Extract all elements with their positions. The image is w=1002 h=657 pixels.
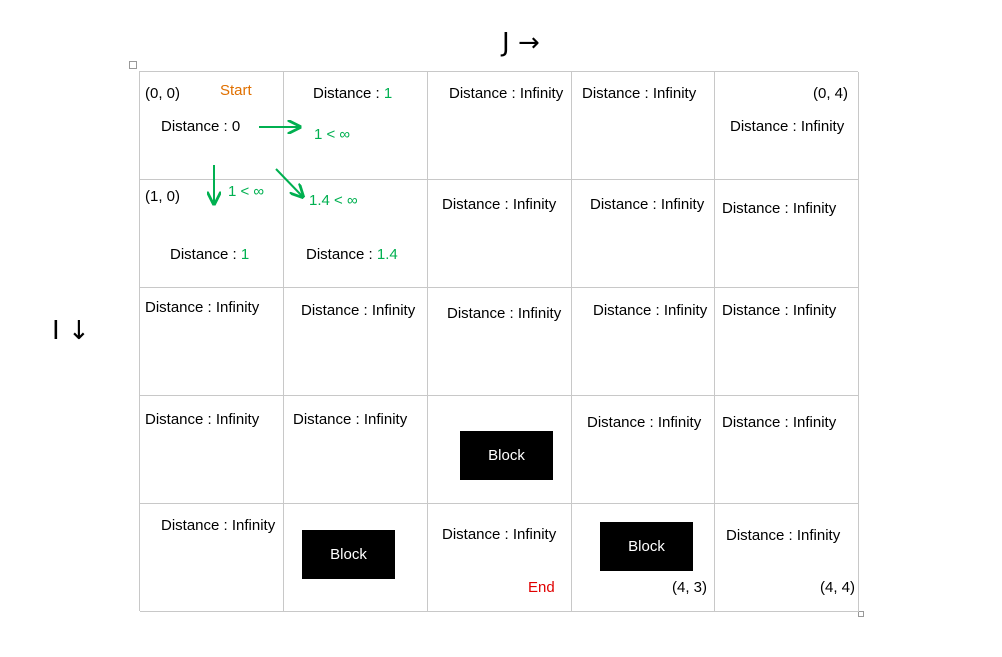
cell-2-2: Distance : Infinity	[428, 288, 572, 396]
compare-label: 1 < ∞	[228, 183, 265, 200]
distance-label: Distance : Infinity	[722, 200, 837, 217]
right-arrow-icon: →	[517, 28, 540, 58]
cell-1-3: Distance : Infinity	[572, 180, 715, 288]
distance-label: Distance : Infinity	[442, 526, 557, 543]
distance-label: Distance : 1	[170, 247, 249, 262]
cell-1-4: Distance : Infinity	[715, 180, 859, 288]
cell-2-4: Distance : Infinity	[715, 288, 859, 396]
distance-label: Distance : Infinity	[447, 305, 562, 322]
distance-label: Distance : Infinity	[161, 517, 276, 534]
coord-label: (0, 4)	[813, 85, 849, 102]
distance-label: Distance : Infinity	[582, 85, 697, 102]
cell-4-4: Distance : Infinity (4, 4)	[715, 504, 859, 612]
j-axis-letter: J	[502, 28, 510, 58]
distance-prefix: Distance :	[313, 85, 384, 102]
distance-label: Distance : Infinity	[449, 85, 564, 102]
distance-prefix: Distance :	[170, 246, 241, 263]
cell-3-3: Distance : Infinity	[572, 396, 715, 504]
table-move-handle-icon[interactable]	[129, 61, 137, 69]
distance-label: Distance : Infinity	[730, 118, 845, 135]
cell-1-1: 1.4 < ∞ Distance : 1.4	[284, 180, 428, 288]
cell-4-1: Block	[284, 504, 428, 612]
i-axis-letter: I	[52, 316, 60, 346]
cell-1-0: (1, 0) 1 < ∞ Distance : 1	[140, 180, 284, 288]
cell-0-3: Distance : Infinity	[572, 72, 715, 180]
distance-label: Distance : Infinity	[722, 302, 837, 319]
coord-label: (1, 0)	[145, 188, 181, 205]
cell-2-1: Distance : Infinity	[284, 288, 428, 396]
i-axis-label: I ↓	[52, 318, 90, 344]
table-resize-handle-icon[interactable]	[858, 611, 864, 617]
distance-label: Distance : Infinity	[722, 414, 837, 431]
start-label: Start	[220, 82, 252, 99]
down-arrow-icon: ↓	[67, 316, 90, 346]
cell-4-3: Block (4, 3)	[572, 504, 715, 612]
coord-label: (4, 3)	[672, 579, 708, 596]
cell-2-0: Distance : Infinity	[140, 288, 284, 396]
cell-3-1: Distance : Infinity	[284, 396, 428, 504]
block-obstacle: Block	[600, 522, 693, 571]
distance-label: Distance : Infinity	[726, 527, 841, 544]
distance-label: Distance : 1.4	[306, 247, 398, 262]
cell-0-4: (0, 4) Distance : Infinity	[715, 72, 859, 180]
end-label: End	[528, 579, 555, 596]
coord-label: (4, 4)	[820, 579, 856, 596]
cell-4-2: Distance : Infinity End	[428, 504, 572, 612]
distance-label: Distance : 0	[161, 118, 241, 135]
cell-0-2: Distance : Infinity	[428, 72, 572, 180]
compare-label: 1 < ∞	[314, 126, 351, 143]
distance-value: 1.4	[376, 246, 398, 263]
distance-label: Distance : 1	[313, 86, 392, 101]
cell-4-0: Distance : Infinity	[140, 504, 284, 612]
distance-label: Distance : Infinity	[145, 411, 260, 428]
distance-value: 1	[383, 85, 393, 102]
distance-label: Distance : Infinity	[301, 302, 416, 319]
distance-prefix: Distance :	[306, 246, 377, 263]
compare-label: 1.4 < ∞	[309, 192, 358, 209]
cell-3-2: Block	[428, 396, 572, 504]
block-obstacle: Block	[460, 431, 553, 480]
distance-label: Distance : Infinity	[590, 196, 705, 213]
block-obstacle: Block	[302, 530, 395, 579]
cell-0-0: (0, 0) Start Distance : 0	[140, 72, 284, 180]
coord-label: (0, 0)	[145, 85, 181, 102]
distance-grid: (0, 0) Start Distance : 0 Distance : 1 1…	[139, 71, 859, 612]
cell-1-2: Distance : Infinity	[428, 180, 572, 288]
diagonal-arrow-icon	[275, 168, 303, 197]
cell-3-0: Distance : Infinity	[140, 396, 284, 504]
distance-label: Distance : Infinity	[442, 196, 557, 213]
j-axis-label: J →	[502, 30, 540, 56]
distance-label: Distance : Infinity	[587, 414, 702, 431]
cell-0-1: Distance : 1 1 < ∞	[284, 72, 428, 180]
cell-3-4: Distance : Infinity	[715, 396, 859, 504]
cell-2-3: Distance : Infinity	[572, 288, 715, 396]
distance-value: 1	[240, 246, 250, 263]
distance-label: Distance : Infinity	[145, 299, 260, 316]
distance-label: Distance : Infinity	[293, 411, 408, 428]
distance-label: Distance : Infinity	[593, 302, 708, 319]
